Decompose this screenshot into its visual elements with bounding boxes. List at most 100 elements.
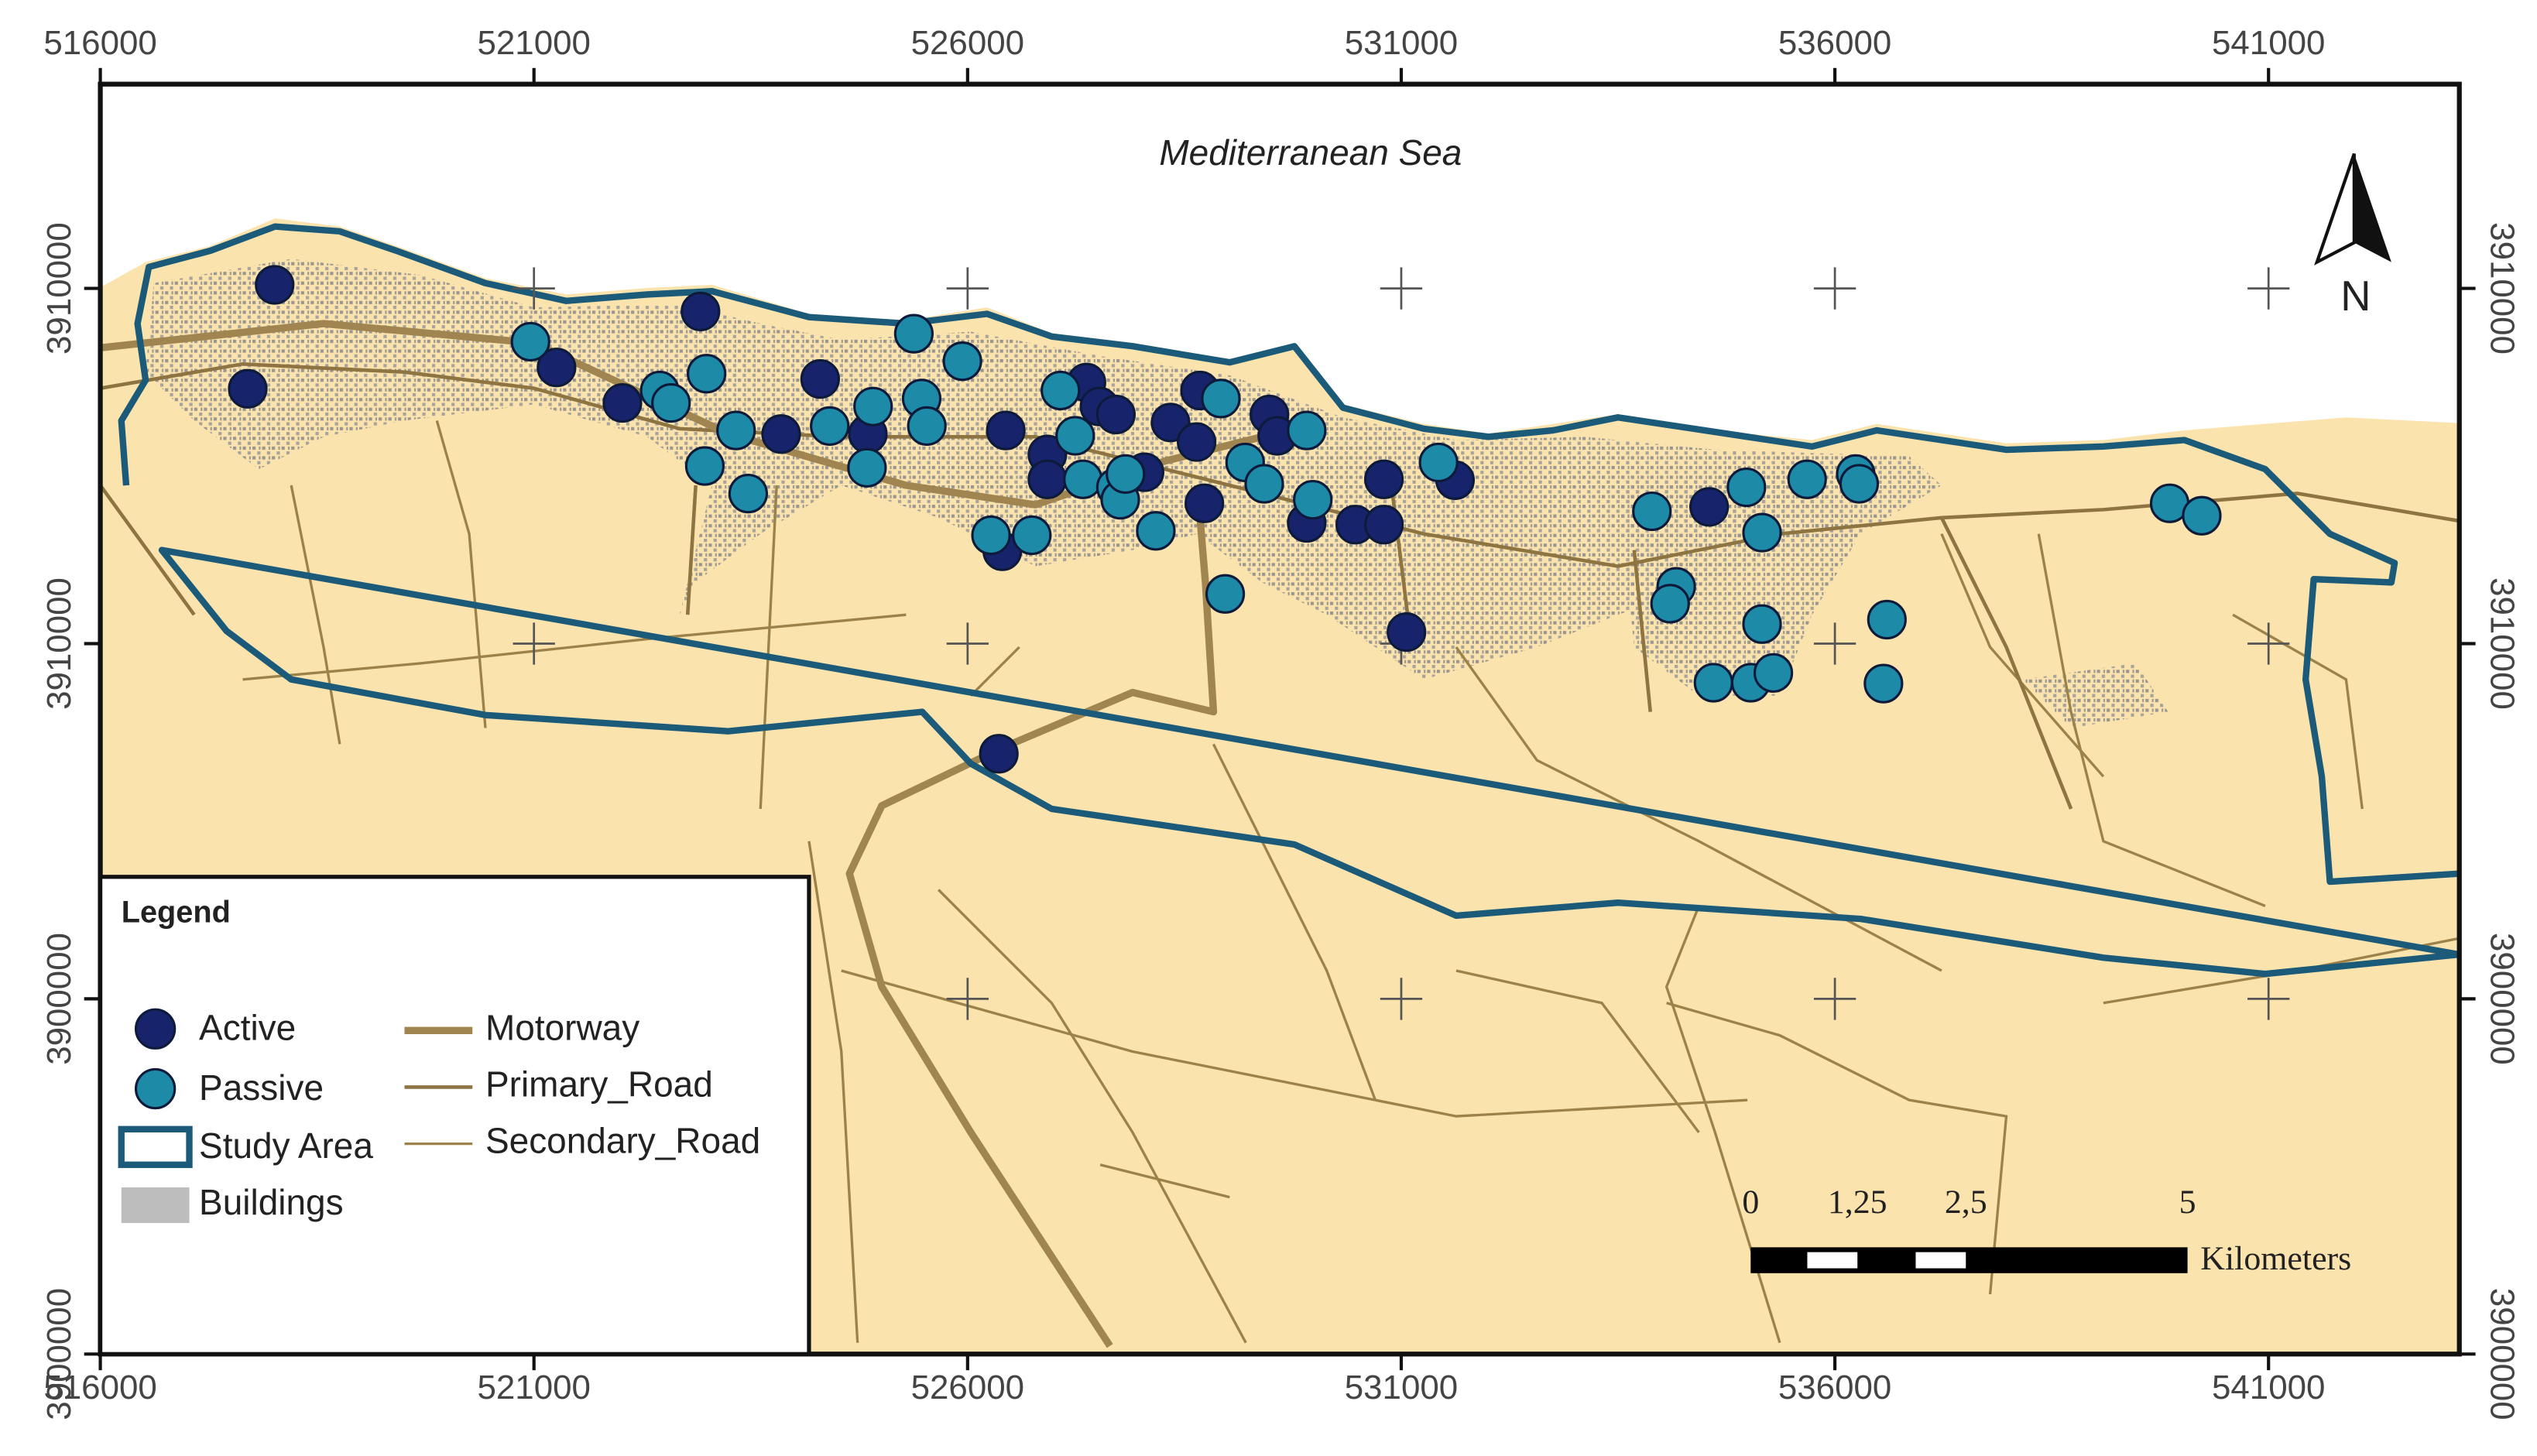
- y-tick-label: 3910000: [2483, 577, 2521, 710]
- site-point: [1363, 459, 1404, 499]
- site-point: [255, 265, 295, 305]
- x-tick-label: 521000: [477, 24, 590, 62]
- legend: Legend Active Passive Study Area Buildin…: [98, 875, 811, 1356]
- x-tick-label: 526000: [911, 24, 1024, 62]
- site-point: [1693, 663, 1733, 703]
- grid-cross: [513, 267, 555, 310]
- x-tick-label: 526000: [911, 1369, 1024, 1406]
- y-tick-label: 3900000: [40, 933, 78, 1065]
- grid-cross: [1813, 267, 1856, 310]
- site-point: [1027, 459, 1068, 499]
- y-tick-label: 3910000: [40, 222, 78, 355]
- site-point: [1867, 599, 1907, 640]
- site-point: [687, 354, 727, 394]
- legend-entry: Passive: [199, 1067, 324, 1108]
- site-point: [853, 386, 893, 427]
- y-tick-label: 3900000: [2483, 933, 2521, 1065]
- grid-cross: [1380, 978, 1423, 1020]
- site-point: [1012, 515, 1052, 556]
- y-tick-label: 3910000: [40, 577, 78, 710]
- site-point: [1205, 574, 1246, 614]
- x-tick-label: 516000: [43, 24, 156, 62]
- site-point: [1106, 454, 1146, 494]
- x-tick-label: 531000: [1345, 24, 1458, 62]
- site-point: [537, 348, 577, 388]
- site-point: [986, 410, 1026, 451]
- site-point: [1287, 410, 1327, 451]
- x-tick-label: 521000: [477, 1369, 590, 1406]
- legend-title: Legend: [122, 895, 231, 929]
- grid-cross: [1380, 267, 1423, 310]
- primary-roads: [100, 361, 2460, 810]
- site-point: [684, 446, 725, 486]
- x-tick-label: 541000: [2212, 24, 2325, 62]
- x-tick-label: 536000: [1778, 1369, 1891, 1406]
- legend-entry: Buildings: [199, 1182, 344, 1222]
- site-point: [942, 341, 982, 382]
- grid-cross: [1813, 622, 1856, 665]
- site-point: [979, 734, 1019, 774]
- site-point: [1185, 483, 1225, 523]
- site-point: [1839, 464, 1880, 504]
- grid-cross: [946, 622, 989, 665]
- grid-cross: [2247, 267, 2290, 310]
- site-point: [1787, 459, 1827, 499]
- scale-label: 2,5: [1945, 1184, 1987, 1221]
- site-point: [2182, 495, 2222, 536]
- marks: [228, 265, 2290, 1020]
- site-point: [1650, 584, 1690, 624]
- y-tick-label: 3910000: [2483, 222, 2521, 355]
- site-point: [810, 406, 850, 447]
- site-point: [681, 291, 721, 332]
- map-frame: [98, 81, 2462, 1357]
- x-tick-label: 541000: [2212, 1369, 2325, 1406]
- x-tick-label: 516000: [43, 1369, 156, 1406]
- site-point: [800, 359, 840, 399]
- x-tick-label: 531000: [1345, 1369, 1458, 1406]
- site-point: [1176, 422, 1217, 462]
- site-point: [510, 321, 550, 362]
- site-point: [1041, 370, 1081, 411]
- site-point: [1689, 487, 1730, 527]
- site-point: [1418, 442, 1459, 483]
- site-point: [651, 382, 691, 423]
- site-point: [602, 382, 643, 423]
- y-tick-label: 3900000: [40, 1288, 78, 1420]
- site-point: [893, 313, 934, 354]
- site-point: [728, 473, 769, 514]
- grid-cross: [946, 267, 989, 310]
- legend-entry: Primary_Road: [485, 1064, 713, 1105]
- site-point: [1055, 416, 1095, 456]
- site-point: [1742, 512, 1782, 553]
- north-label: N: [2340, 272, 2371, 320]
- site-point: [1063, 459, 1103, 499]
- site-point: [847, 447, 887, 488]
- scale-label: 5: [2179, 1184, 2196, 1221]
- site-point: [1293, 480, 1333, 520]
- grid-cross: [2247, 622, 2290, 665]
- legend-entry: Active: [199, 1007, 296, 1047]
- scale-label: 0: [1742, 1184, 1759, 1221]
- legend-entry: Motorway: [485, 1007, 639, 1047]
- scale-unit: Kilometers: [2200, 1240, 2351, 1277]
- site-point: [716, 410, 756, 451]
- site-point: [1136, 511, 1176, 551]
- grid-cross: [946, 978, 989, 1020]
- site-point: [1863, 663, 1904, 704]
- site-point: [971, 515, 1011, 556]
- site-point: [1363, 505, 1404, 545]
- legend-entry: Study Area: [199, 1125, 373, 1166]
- site-point: [1632, 491, 1672, 532]
- sea-label: Mediterranean Sea: [1159, 132, 1462, 173]
- site-point: [228, 368, 268, 409]
- site-point: [1095, 394, 1137, 435]
- scale-bar: 0 1,25 2,5 5 Kilometers: [1742, 1184, 2351, 1277]
- site-point: [1244, 464, 1284, 504]
- y-tick-label: 3900000: [2483, 1288, 2521, 1420]
- site-point: [1387, 612, 1427, 653]
- legend-entry: Secondary_Road: [485, 1121, 760, 1161]
- site-point: [761, 414, 801, 454]
- grid-cross: [2247, 978, 2290, 1020]
- site-point: [1201, 379, 1241, 419]
